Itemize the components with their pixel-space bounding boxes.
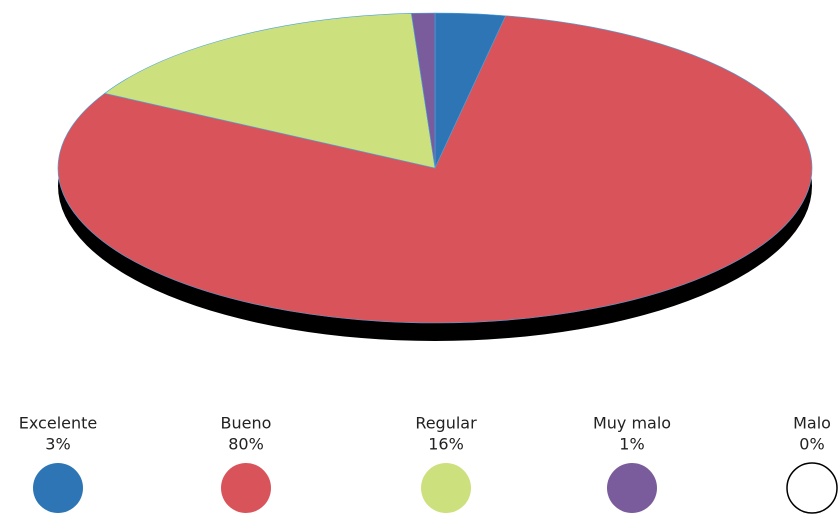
legend-value: 16%	[428, 435, 464, 454]
pie-slice	[57, 15, 813, 324]
legend-value: 0%	[799, 435, 824, 454]
legend-label: Excelente	[19, 414, 97, 433]
legend-swatch	[786, 462, 838, 514]
legend-swatch	[33, 463, 83, 513]
legend-label: Malo	[793, 414, 831, 433]
pie-slice	[103, 12, 436, 169]
legend-label: Bueno	[221, 414, 272, 433]
legend-label: Regular	[415, 414, 477, 433]
pie-slice	[410, 12, 436, 169]
legend-swatch	[421, 463, 471, 513]
legend-swatch	[221, 463, 271, 513]
legend-label: Muy malo	[593, 414, 671, 433]
legend-value: 3%	[45, 435, 70, 454]
legend-value: 80%	[228, 435, 264, 454]
legend-swatch	[607, 463, 657, 513]
legend-value: 1%	[619, 435, 644, 454]
